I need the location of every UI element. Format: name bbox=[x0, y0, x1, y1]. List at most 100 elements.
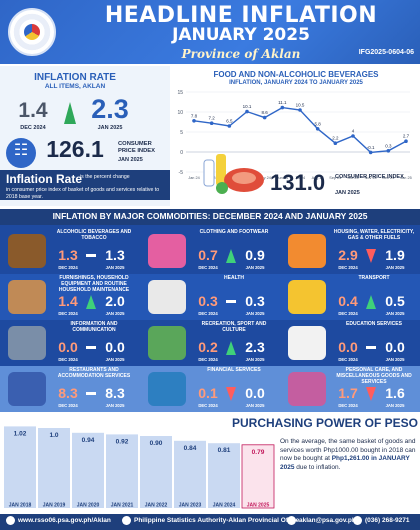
commodity-label: HOUSING, WATER, ELECTRICITY, GAS & OTHER… bbox=[333, 229, 415, 241]
commodity-prev-month: DEC 2024 bbox=[198, 403, 218, 408]
commodity-row-band bbox=[0, 228, 420, 274]
footer-website[interactable]: www.rsso06.psa.gov.ph/Aklan bbox=[18, 517, 111, 524]
peso-category-label: JAN 2019 bbox=[43, 503, 66, 509]
hotel-icon bbox=[8, 372, 46, 406]
commodity-current-value: 0.0 bbox=[245, 385, 265, 401]
data-label: -0.1 bbox=[367, 145, 375, 150]
food-chart-subtitle: INFLATION, JANUARY 2024 TO JANUARY 2025 bbox=[229, 80, 363, 86]
peso-value-label: 0.90 bbox=[150, 440, 163, 447]
commodity-prev-month: DEC 2024 bbox=[198, 311, 218, 316]
x-tick-label: Jan 24 bbox=[188, 176, 199, 180]
inflation-current-label: JAN 2025 bbox=[97, 125, 123, 131]
commodity-prev-month: DEC 2024 bbox=[338, 403, 358, 408]
data-point bbox=[298, 108, 302, 112]
commodity-prev-value: 0.7 bbox=[198, 247, 218, 263]
commodities-header-bar bbox=[0, 209, 420, 225]
finance-icon bbox=[148, 372, 186, 406]
basket-glyph: ☷ bbox=[13, 142, 29, 159]
peso-text-a: On the average, the same basket of goods… bbox=[280, 438, 416, 462]
commodity-cell: TRANSPORT 0.4 0.5 DEC 2024 JAN 2025 bbox=[280, 274, 420, 320]
x-tick-label: Jul 24 bbox=[295, 176, 305, 180]
data-point bbox=[315, 127, 320, 131]
trend-up-icon bbox=[226, 249, 236, 263]
peso-category-label: JAN 2025 bbox=[247, 503, 270, 509]
commodity-current-value: 0.0 bbox=[385, 339, 405, 355]
trend-down-icon bbox=[226, 387, 236, 401]
peso-bar bbox=[72, 432, 104, 508]
commodity-current-value: 1.9 bbox=[385, 247, 405, 263]
peso-value-label: 0.92 bbox=[116, 438, 129, 445]
commodity-prev-value: 1.7 bbox=[338, 385, 358, 401]
definition-text-2: in consumer price index of basket of goo… bbox=[6, 187, 160, 200]
house-icon bbox=[288, 234, 326, 268]
trend-down-icon bbox=[366, 249, 376, 263]
phone-icon bbox=[8, 326, 46, 360]
commodity-current-month: JAN 2025 bbox=[385, 265, 405, 270]
footer-bar bbox=[0, 514, 420, 530]
y-tick-label: 5 bbox=[180, 130, 183, 136]
cpi-label: CONSUMER PRICE INDEX bbox=[118, 141, 156, 154]
trend-flat-icon bbox=[226, 300, 236, 303]
commodity-label: INFORMATION AND COMMUNICATION bbox=[70, 321, 118, 333]
x-tick-label: Sep 24 bbox=[329, 176, 341, 180]
x-tick-label: Jan 25 bbox=[400, 176, 411, 180]
peso-category-label: JAN 2018 bbox=[9, 503, 32, 509]
peso-bar bbox=[4, 426, 36, 508]
commodity-prev-month: DEC 2024 bbox=[58, 403, 78, 408]
commodity-label: FURNISHINGS, HOUSEHOLD EQUIPMENT AND ROU… bbox=[58, 275, 130, 293]
data-point bbox=[351, 134, 355, 138]
trend-flat-icon bbox=[86, 346, 96, 349]
commodity-cell: FURNISHINGS, HOUSEHOLD EQUIPMENT AND ROU… bbox=[0, 274, 140, 320]
food-cpi-label: CONSUMER PRICE INDEX bbox=[335, 174, 404, 180]
data-point bbox=[227, 124, 232, 128]
data-label: 11.1 bbox=[278, 100, 287, 105]
commodity-current-value: 2.3 bbox=[245, 339, 265, 355]
purchasing-power-bar-chart: 1.02 JAN 2018 1.0 JAN 2019 0.94 JAN 2020 0.92 J… bbox=[4, 426, 275, 509]
commodity-label: HEALTH bbox=[224, 275, 244, 281]
commodity-label: FINANCIAL SERVICES bbox=[207, 367, 261, 373]
y-tick-label: 15 bbox=[177, 90, 183, 96]
footer-phone[interactable]: (036) 268-9271 bbox=[365, 517, 410, 524]
x-tick-label: Nov 24 bbox=[365, 176, 377, 180]
commodity-cell: INFORMATION AND COMMUNICATION 0.0 0.0 DEC 2… bbox=[0, 320, 140, 366]
commodity-current-month: JAN 2025 bbox=[385, 357, 405, 362]
commodity-current-month: JAN 2025 bbox=[245, 265, 265, 270]
taxi-icon bbox=[288, 280, 326, 314]
x-tick-label: Jun 24 bbox=[277, 176, 288, 180]
trend-up-icon bbox=[86, 295, 96, 309]
commodity-prev-month: DEC 2024 bbox=[338, 265, 358, 270]
food-items-icon bbox=[203, 154, 264, 194]
commodity-label: RESTAURANTS AND ACCOMMODATION SERVICES bbox=[57, 367, 131, 379]
commodity-cell: RESTAURANTS AND ACCOMMODATION SERVICES 8.… bbox=[0, 366, 140, 412]
inflation-rate-title: INFLATION RATE bbox=[34, 72, 116, 83]
commodity-current-value: 2.0 bbox=[105, 293, 125, 309]
data-label: 5.8 bbox=[315, 121, 322, 126]
email-icon bbox=[287, 516, 296, 525]
commodity-prev-value: 0.3 bbox=[198, 293, 218, 309]
data-point bbox=[333, 141, 338, 145]
y-tick-label: 0 bbox=[180, 150, 183, 156]
data-point bbox=[386, 149, 391, 153]
commodity-prev-month: DEC 2024 bbox=[198, 357, 218, 362]
commodity-label: TRANSPORT bbox=[358, 275, 390, 281]
commodity-prev-value: 0.2 bbox=[198, 339, 218, 355]
trend-up-arrow-icon bbox=[64, 102, 76, 124]
commodity-current-month: JAN 2025 bbox=[105, 403, 125, 408]
commodity-prev-month: DEC 2024 bbox=[338, 357, 358, 362]
peso-value-label: 1.0 bbox=[49, 432, 58, 439]
food-cpi-value: 131.0 bbox=[270, 170, 326, 195]
psa-seal-icon bbox=[8, 8, 56, 56]
definition-term: Inflation Rate bbox=[6, 172, 83, 186]
commodity-prev-month: DEC 2024 bbox=[58, 265, 78, 270]
footer-email[interactable]: aklan@psa.gov.ph bbox=[299, 517, 356, 524]
peso-value-label: 0.84 bbox=[184, 445, 197, 452]
plants-icon bbox=[148, 326, 186, 360]
cpi-month: JAN 2025 bbox=[118, 157, 143, 163]
footer-facebook[interactable]: Philippine Statistics Authority-Aklan Pr… bbox=[134, 517, 300, 524]
data-label: 4 bbox=[352, 129, 355, 134]
commodity-current-value: 0.5 bbox=[385, 293, 405, 309]
inflation-prev-label: DEC 2024 bbox=[20, 125, 46, 131]
x-tick-label: Aug 24 bbox=[312, 176, 324, 180]
commodity-prev-value: 0.0 bbox=[338, 339, 358, 355]
cpi-value: 126.1 bbox=[46, 136, 104, 162]
